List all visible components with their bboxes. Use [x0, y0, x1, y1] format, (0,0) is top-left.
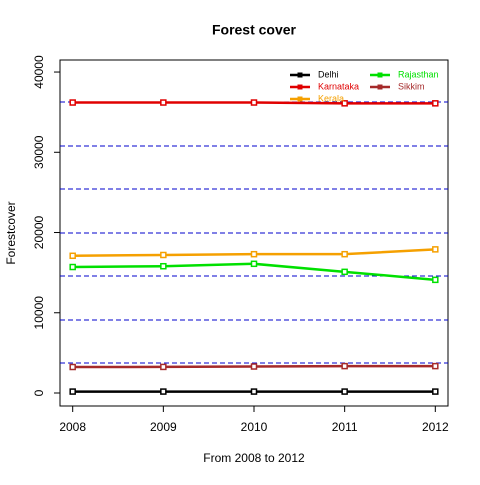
y-tick-label: 20000	[32, 216, 46, 250]
point	[252, 261, 257, 266]
x-tick-label: 2010	[241, 420, 268, 434]
x-tick-label: 2012	[422, 420, 449, 434]
point	[70, 100, 75, 105]
point	[70, 253, 75, 258]
point	[161, 364, 166, 369]
legend-marker	[298, 73, 303, 78]
chart-title: Forest cover	[212, 22, 297, 38]
point	[252, 100, 257, 105]
x-axis-label: From 2008 to 2012	[203, 451, 305, 465]
x-tick-label: 2011	[332, 420, 358, 434]
point	[433, 389, 438, 394]
legend-marker	[378, 85, 383, 90]
legend-marker	[298, 85, 303, 90]
point	[252, 389, 257, 394]
point	[161, 264, 166, 269]
point	[433, 277, 438, 282]
legend-label: Delhi	[318, 69, 339, 79]
point	[161, 252, 166, 257]
point	[70, 365, 75, 370]
point	[342, 389, 347, 394]
point	[70, 389, 75, 394]
legend-marker	[378, 73, 383, 78]
legend-label: Karnataka	[318, 81, 359, 91]
legend-label: Sikkim	[398, 81, 425, 91]
point	[70, 265, 75, 270]
point	[342, 252, 347, 257]
y-tick-label: 30000	[32, 135, 46, 169]
point	[342, 269, 347, 274]
point	[161, 100, 166, 105]
point	[342, 364, 347, 369]
point	[161, 389, 166, 394]
point	[433, 101, 438, 106]
y-axis-label: Forestcover	[4, 201, 18, 264]
point	[433, 247, 438, 252]
point	[252, 252, 257, 257]
x-tick-label: 2008	[59, 420, 86, 434]
y-tick-label: 0	[32, 389, 46, 396]
point	[252, 364, 257, 369]
y-tick-label: 40000	[32, 55, 46, 89]
legend-label: Rajasthan	[398, 69, 439, 79]
point	[433, 364, 438, 369]
legend-marker	[298, 97, 303, 102]
y-tick-label: 10000	[32, 296, 46, 330]
legend-label: Kerala	[318, 93, 344, 103]
x-tick-label: 2009	[150, 420, 177, 434]
